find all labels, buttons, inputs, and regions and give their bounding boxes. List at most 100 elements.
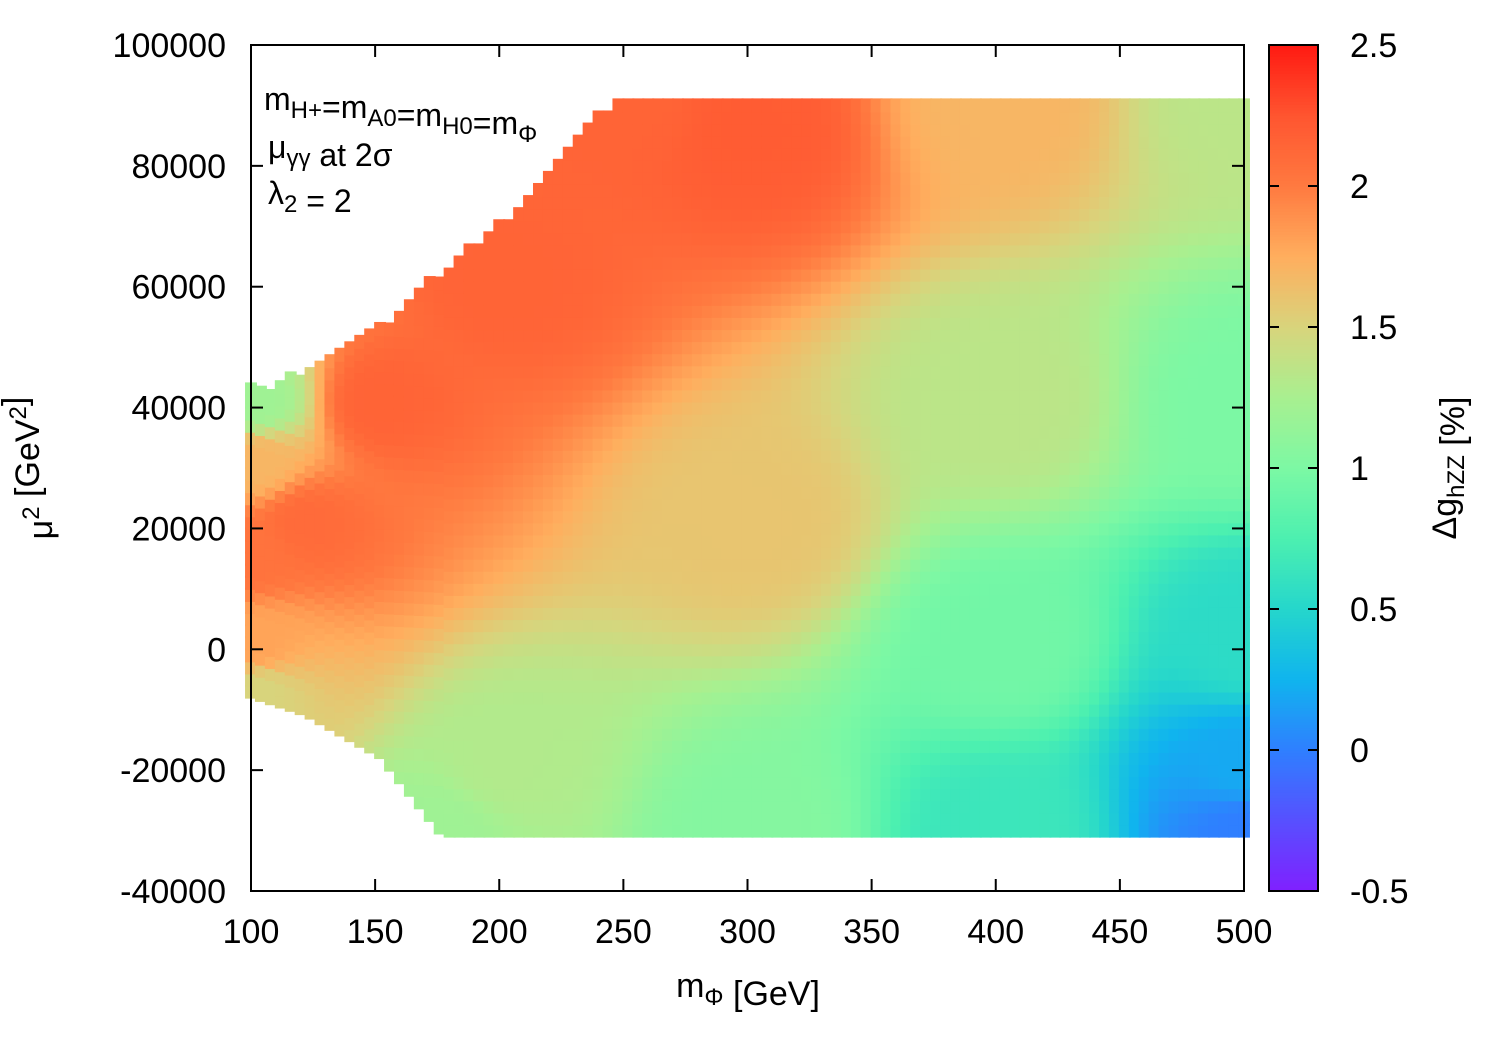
heatmap-cell — [384, 346, 396, 361]
heatmap-cell — [721, 110, 734, 125]
heatmap-cell — [860, 436, 873, 451]
heatmap-cell — [721, 775, 734, 790]
heatmap-cell — [969, 448, 982, 463]
heatmap-cell — [284, 528, 297, 543]
heatmap-cell — [503, 557, 516, 572]
heatmap-cell — [811, 436, 823, 451]
heatmap-cell — [453, 811, 466, 826]
heatmap-cell — [850, 315, 863, 331]
heatmap-cell — [533, 787, 545, 802]
heatmap-cell — [592, 678, 605, 693]
heatmap-cell — [701, 714, 714, 729]
heatmap-cell — [1099, 134, 1111, 149]
heatmap-cell — [681, 448, 694, 463]
heatmap-cell — [423, 807, 436, 822]
heatmap-cell — [1029, 811, 1042, 826]
heatmap-cell — [1158, 98, 1171, 113]
heatmap-cell — [801, 545, 814, 560]
heatmap-cell — [1009, 436, 1022, 451]
heatmap-cell — [1009, 666, 1022, 681]
heatmap-cell — [513, 642, 526, 657]
heatmap-cell — [681, 134, 694, 149]
heatmap-cell — [1118, 811, 1131, 826]
heatmap-cell — [791, 352, 804, 367]
heatmap-cell — [552, 690, 565, 705]
heatmap-cell — [473, 485, 486, 500]
heatmap-cell — [612, 473, 625, 488]
heatmap-cell — [741, 352, 754, 367]
heatmap-cell — [1128, 400, 1141, 415]
heatmap-cell — [1118, 630, 1131, 645]
heatmap-cell — [264, 534, 277, 549]
heatmap-cell — [701, 799, 714, 814]
heatmap-cell — [403, 395, 416, 411]
heatmap-cell — [979, 787, 992, 802]
heatmap-cell — [950, 533, 962, 548]
heatmap-cell — [562, 436, 575, 451]
heatmap-cell — [622, 110, 635, 125]
heatmap-cell — [840, 110, 853, 125]
heatmap-cell — [1138, 376, 1151, 391]
heatmap-cell — [1039, 400, 1052, 415]
heatmap-cell — [1108, 352, 1121, 367]
heatmap-cell — [413, 674, 426, 689]
heatmap-cell — [781, 497, 794, 512]
heatmap-cell — [403, 492, 416, 507]
heatmap-cell — [731, 340, 744, 355]
heatmap-cell — [741, 763, 754, 778]
heatmap-cell — [1148, 497, 1161, 512]
heatmap-cell — [1108, 412, 1121, 427]
heatmap-cell — [542, 630, 555, 645]
heatmap-cell — [910, 122, 923, 137]
heatmap-cell — [1039, 569, 1052, 584]
heatmap-cell — [1029, 714, 1042, 729]
heatmap-cell — [1039, 533, 1052, 548]
heatmap-cell — [890, 219, 903, 234]
heatmap-cell — [612, 448, 625, 463]
heatmap-cell — [483, 436, 496, 451]
heatmap-cell — [950, 618, 962, 633]
heatmap-cell — [999, 630, 1012, 645]
heatmap-cell — [989, 521, 1002, 536]
heatmap-cell — [811, 340, 823, 355]
heatmap-cell — [294, 616, 307, 631]
heatmap-cell — [1099, 593, 1111, 608]
heatmap-cell — [483, 726, 496, 741]
heatmap-cell — [1128, 243, 1141, 258]
heatmap-cell — [1099, 509, 1111, 524]
heatmap-cell — [542, 678, 555, 693]
heatmap-cell — [423, 699, 436, 714]
heatmap-cell — [681, 666, 694, 681]
heatmap-cell — [533, 775, 545, 790]
heatmap-cell — [364, 437, 377, 452]
heatmap-cell — [721, 279, 734, 294]
heatmap-cell — [632, 170, 645, 185]
heatmap-cell — [900, 110, 913, 125]
heatmap-cell — [662, 134, 675, 149]
heatmap-cell — [930, 207, 943, 222]
heatmap-cell — [741, 521, 754, 536]
heatmap-cell — [900, 98, 913, 113]
heatmap-cell — [1148, 799, 1161, 814]
heatmap-cell — [920, 134, 933, 149]
heatmap-cell — [801, 726, 814, 741]
heatmap-cell — [542, 509, 555, 524]
heatmap-cell — [691, 521, 704, 536]
heatmap-cell — [1069, 521, 1082, 536]
heatmap-cell — [572, 364, 585, 379]
heatmap-cell — [910, 448, 923, 463]
heatmap-cell — [691, 243, 704, 258]
heatmap-cell — [940, 811, 953, 826]
heatmap-cell — [463, 448, 476, 463]
heatmap-cell — [523, 279, 536, 294]
heatmap-cell — [602, 146, 615, 161]
heatmap-cell — [950, 666, 962, 681]
heatmap-cell — [900, 497, 913, 512]
heatmap-cell — [1148, 267, 1161, 282]
heatmap-cell — [1158, 545, 1171, 560]
heatmap-cell — [1049, 158, 1062, 173]
heatmap-cell — [1108, 678, 1121, 693]
heatmap-cell — [384, 576, 396, 591]
heatmap-cell — [542, 654, 555, 669]
heatmap-cell — [890, 811, 903, 826]
